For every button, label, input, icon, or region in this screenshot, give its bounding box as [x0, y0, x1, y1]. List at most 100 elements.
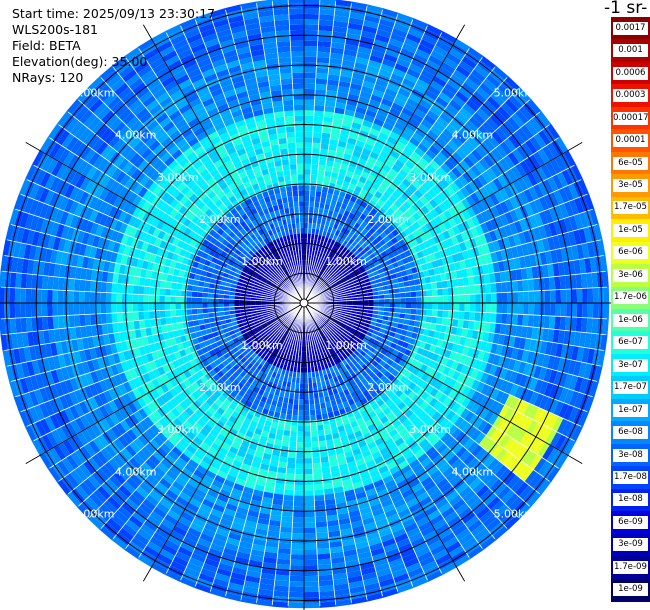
ppi-cell [468, 180, 480, 193]
ppi-cell [378, 168, 389, 178]
ppi-cell [424, 394, 434, 405]
ppi-cell [473, 235, 483, 247]
ppi-cell [433, 266, 441, 276]
ppi-cell [415, 361, 424, 370]
ppi-cell [563, 261, 571, 276]
ppi-cell [440, 356, 449, 367]
ppi-cell [347, 231, 355, 239]
ppi-cell [485, 303, 492, 313]
ppi-cell [348, 320, 354, 325]
ppi-cell [526, 350, 535, 364]
ppi-cell [461, 385, 471, 397]
ppi-cell [507, 440, 520, 455]
ppi-cell [354, 62, 368, 71]
ppi-cell [410, 303, 417, 309]
ppi-cell [415, 236, 424, 245]
ppi-cell [373, 141, 385, 151]
ppi-cell [297, 425, 304, 432]
ppi-cell [310, 430, 318, 437]
ppi-cell [501, 281, 508, 293]
ppi-cell [516, 445, 529, 461]
ppi-cell [508, 335, 516, 348]
ppi-cell [325, 160, 335, 167]
ppi-cell [558, 387, 569, 403]
ppi-cell [416, 347, 424, 356]
ppi-cell [411, 18, 429, 30]
ppi-cell [518, 337, 527, 350]
ppi-cell [355, 262, 363, 269]
ppi-cell [456, 251, 465, 262]
ppi-cell [374, 356, 382, 364]
ppi-cell [470, 203, 481, 216]
ppi-cell [304, 474, 314, 480]
ppi-cell [337, 173, 346, 181]
ppi-cell [331, 166, 341, 174]
ppi-cell [384, 303, 390, 308]
ppi-cell [327, 149, 337, 157]
ppi-cell [279, 526, 293, 533]
ppi-cell [477, 173, 489, 187]
ppi-cell [521, 417, 534, 432]
ppi-cell [362, 166, 373, 175]
ppi-cell [508, 94, 523, 110]
ppi-cell [333, 276, 339, 281]
ppi-cell [549, 431, 562, 448]
ppi-cell [546, 447, 560, 464]
ppi-cell [418, 355, 427, 364]
ppi-cell [380, 126, 392, 137]
ppi-cell [510, 165, 522, 180]
ppi-cell [376, 108, 389, 118]
ppi-cell [313, 267, 318, 274]
ppi-cell [374, 34, 391, 44]
ppi-cell [420, 205, 430, 215]
ppi-cell [451, 402, 462, 414]
ppi-cell [353, 340, 361, 347]
ppi-cell [357, 225, 365, 233]
ppi-cell [443, 303, 449, 311]
ppi-cell [453, 294, 460, 303]
ppi-cell [367, 292, 374, 297]
ppi-cell [351, 343, 359, 350]
ppi-cell [335, 279, 342, 285]
ppi-cell [312, 137, 322, 144]
ppi-cell [304, 484, 314, 491]
ppi-cell [415, 199, 425, 209]
ppi-cell [165, 316, 172, 325]
ppi-cell [331, 284, 338, 289]
ppi-cell [330, 172, 339, 179]
ppi-cell [466, 206, 476, 218]
ppi-cell [318, 14, 335, 21]
ppi-cell [429, 323, 437, 331]
ppi-cell [315, 268, 320, 274]
ppi-cell [347, 244, 355, 252]
ppi-cell [526, 242, 535, 256]
ppi-cell [326, 84, 339, 92]
ppi-cell [342, 180, 351, 189]
ppi-cell [529, 136, 543, 152]
ppi-cell [361, 235, 369, 243]
ppi-cell [474, 404, 485, 417]
ppi-cell [287, 457, 296, 464]
ppi-cell [330, 272, 336, 278]
ppi-cell [479, 283, 486, 294]
ppi-cell [415, 175, 426, 186]
ppi-cell [553, 385, 564, 401]
ppi-cell [293, 500, 304, 507]
ppi-cell [510, 113, 525, 128]
ppi-cell [492, 65, 509, 81]
ppi-cell [425, 163, 437, 175]
ppi-cell [470, 215, 481, 227]
ppi-cell [281, 516, 293, 523]
ppi-cell [517, 231, 527, 245]
ppi-cell [346, 278, 353, 284]
ppi-cell [456, 394, 467, 406]
ppi-cell [319, 148, 329, 155]
ppi-cell [463, 311, 470, 321]
ppi-cell [352, 322, 359, 327]
ppi-cell [404, 187, 414, 197]
ppi-cell [304, 217, 309, 223]
ppi-cell [362, 183, 371, 192]
ppi-cell [509, 396, 520, 410]
ppi-cell [455, 64, 471, 78]
ppi-cell [375, 113, 387, 122]
